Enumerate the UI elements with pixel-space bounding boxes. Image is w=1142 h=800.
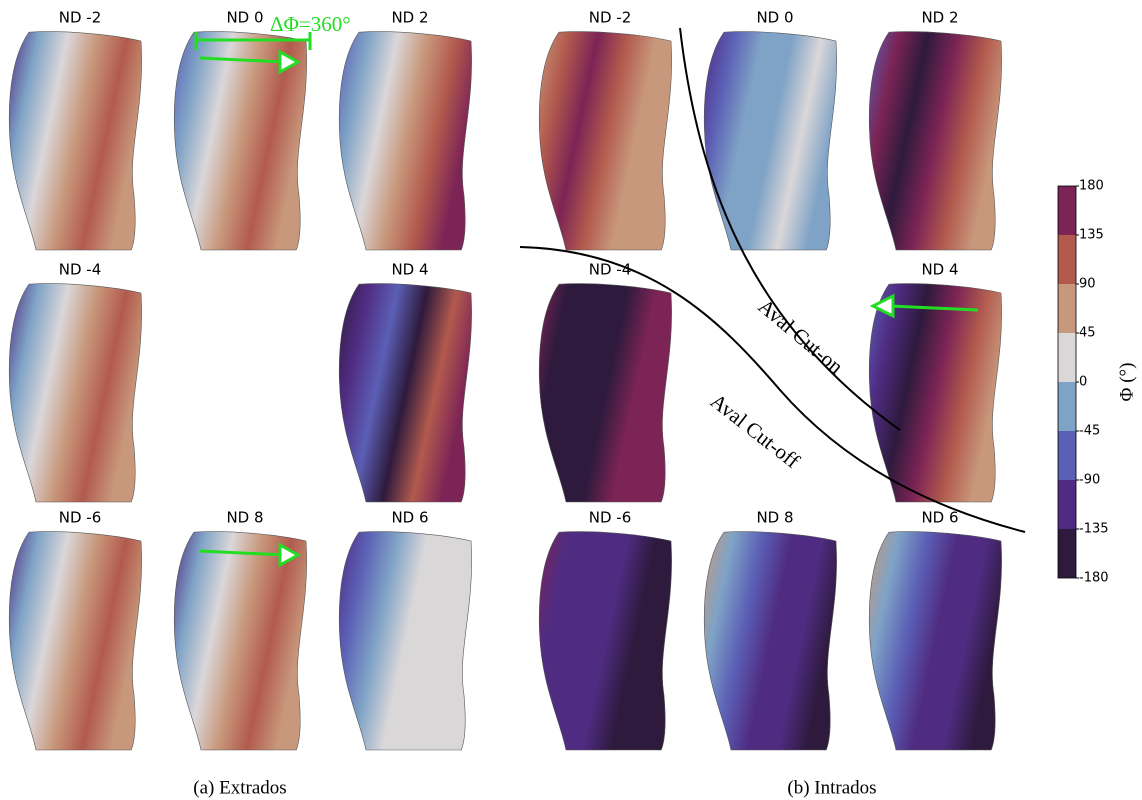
blade-contour	[868, 31, 1002, 251]
colorbar-tick-label: -90	[1079, 473, 1100, 488]
colorbar-tick-label: 0	[1079, 375, 1087, 390]
panel-title: ND -6	[589, 509, 632, 527]
blade-contour	[538, 531, 672, 751]
caption: (a) Extrados	[193, 777, 286, 798]
cut-off-curve	[519, 246, 1026, 533]
panel-title: ND 8	[226, 509, 263, 527]
blade-contour	[8, 31, 142, 251]
blade-contour	[338, 531, 472, 751]
panel-title: ND -4	[59, 261, 102, 279]
panel-title: ND 6	[921, 509, 958, 527]
blade-contour	[868, 283, 1002, 503]
cut-on-label: Aval Cut-on	[754, 294, 849, 379]
delta-phi-label: ΔΦ=360°	[270, 12, 351, 36]
panel-title: ND -2	[589, 9, 632, 27]
panel-title: ND 4	[391, 261, 428, 279]
colorbar-band	[1058, 382, 1076, 431]
panel-title: ND 4	[921, 261, 958, 279]
panel-title: ND -2	[59, 9, 102, 27]
colorbar-label: Φ (°)	[1116, 363, 1137, 402]
colorbar-tick-label: -180	[1079, 571, 1109, 586]
blade-contour	[703, 31, 837, 251]
colorbar-tick-label: 135	[1079, 228, 1104, 243]
colorbar-band	[1058, 480, 1076, 529]
caption: (b) Intrados	[787, 777, 876, 798]
panel-title: ND -4	[589, 261, 632, 279]
panel-title: ND 0	[226, 9, 263, 27]
panel-title: ND 6	[391, 509, 428, 527]
blade-contour	[8, 531, 142, 751]
blade-contour	[338, 283, 472, 503]
blade-contour	[338, 31, 472, 251]
colorbar-band	[1058, 333, 1076, 382]
colorbar-band	[1058, 284, 1076, 333]
panel-title: ND 2	[921, 9, 958, 27]
panel-title: ND 0	[756, 9, 793, 27]
colorbar-tick-label: 45	[1079, 326, 1096, 341]
colorbar-band	[1058, 235, 1076, 284]
arrows	[194, 32, 979, 568]
panel-title: ND -6	[59, 509, 102, 527]
colorbar-band	[1058, 431, 1076, 480]
colorbar-band	[1058, 186, 1076, 235]
colorbar-tick-label: 90	[1079, 277, 1096, 292]
blade-contour	[538, 31, 672, 251]
blade-contour	[868, 531, 1002, 751]
panel-title: ND 2	[391, 9, 428, 27]
blade-contour	[8, 283, 142, 503]
cut-on-curve	[679, 27, 901, 431]
colorbar-band	[1058, 529, 1076, 578]
panel-title: ND 8	[756, 509, 793, 527]
colorbar-tick-label: -45	[1079, 424, 1100, 439]
colorbar-tick-label: 180	[1079, 179, 1104, 194]
blade-contour	[173, 531, 307, 751]
colorbar-tick-label: -135	[1079, 522, 1109, 537]
blade-contour	[538, 283, 672, 503]
blade-contour	[703, 531, 837, 751]
